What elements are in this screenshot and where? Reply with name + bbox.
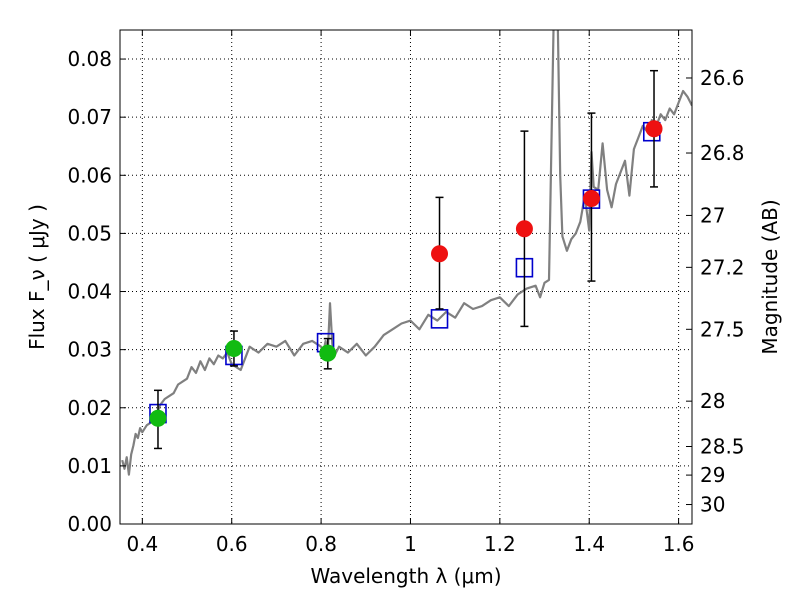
right-tick-label: 27: [700, 203, 725, 227]
right-tick-label: 27.2: [700, 255, 745, 279]
spectrum-line: [121, 30, 692, 476]
data-point: [225, 339, 243, 357]
y-tick-label: 0.04: [67, 280, 112, 304]
y-tick-label: 0.03: [67, 338, 112, 362]
y-tick-label: 0.00: [67, 512, 112, 536]
y-tick-label: 0.07: [67, 105, 112, 129]
right-tick-label: 26.8: [700, 141, 745, 165]
right-axis-label: Magnitude (AB): [758, 199, 782, 354]
data-point: [149, 409, 167, 427]
y-tick-label: 0.05: [67, 221, 112, 245]
x-tick-label: 0.6: [216, 532, 248, 556]
y-tick-label: 0.06: [67, 163, 112, 187]
right-tick-label: 29: [700, 463, 725, 487]
x-tick-label: 1: [404, 532, 417, 556]
y-tick-label: 0.08: [67, 47, 112, 71]
right-tick-label: 28.5: [700, 434, 745, 458]
data-point: [319, 344, 337, 362]
x-axis-label: Wavelength λ (μm): [310, 564, 501, 588]
x-tick-label: 0.4: [126, 532, 158, 556]
x-tick-label: 1.6: [663, 532, 695, 556]
model-square-marker: [430, 309, 449, 329]
data-point: [431, 245, 449, 263]
y-tick-label: 0.01: [67, 454, 112, 478]
axis-ticks: 0.4 0.6 0.8 1 1.2 1.4 1.6 0.00 0.01 0.02 0.03 0.04 0…: [67, 30, 745, 556]
right-tick-label: 26.6: [700, 66, 745, 90]
y-tick-label: 0.02: [67, 396, 112, 420]
right-tick-label: 30: [700, 493, 725, 517]
y-axis-label: Flux F_ν ( μJy ): [25, 204, 49, 350]
right-tick-label: 28: [700, 389, 725, 413]
data-point: [582, 190, 600, 208]
right-tick-label: 27.5: [700, 317, 745, 341]
x-tick-label: 0.8: [305, 532, 337, 556]
x-tick-label: 1.4: [573, 532, 605, 556]
plot-area: [121, 30, 692, 476]
data-point: [515, 220, 533, 238]
x-tick-label: 1.2: [484, 532, 516, 556]
data-point: [645, 120, 663, 138]
plot-frame: [119, 29, 693, 525]
